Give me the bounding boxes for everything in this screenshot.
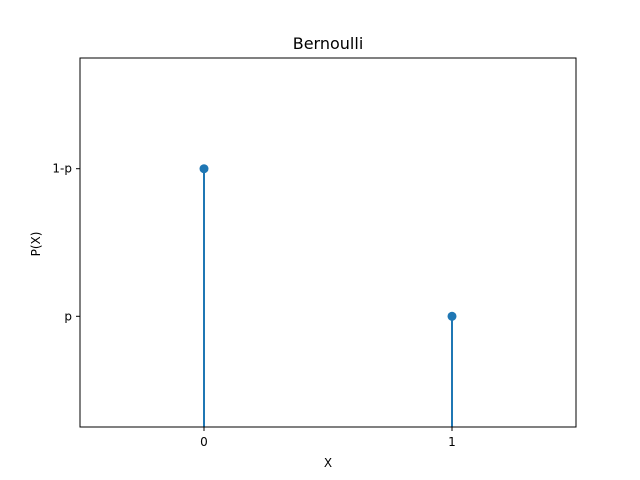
- stem-marker-0: [199, 164, 209, 174]
- x-axis-label: X: [324, 456, 332, 470]
- y-tick-label-0: p: [64, 309, 72, 323]
- y-axis-ticks: p 1-p: [52, 162, 80, 323]
- chart-title: Bernoulli: [293, 34, 364, 53]
- y-tick-label-1: 1-p: [52, 162, 72, 176]
- x-tick-label-0: 0: [200, 435, 208, 449]
- stem-marker-1: [447, 311, 457, 321]
- plot-frame: [79, 57, 577, 428]
- x-tick-label-1: 1: [448, 435, 456, 449]
- stem-series: [199, 164, 457, 427]
- y-axis-label: P(X): [29, 232, 43, 257]
